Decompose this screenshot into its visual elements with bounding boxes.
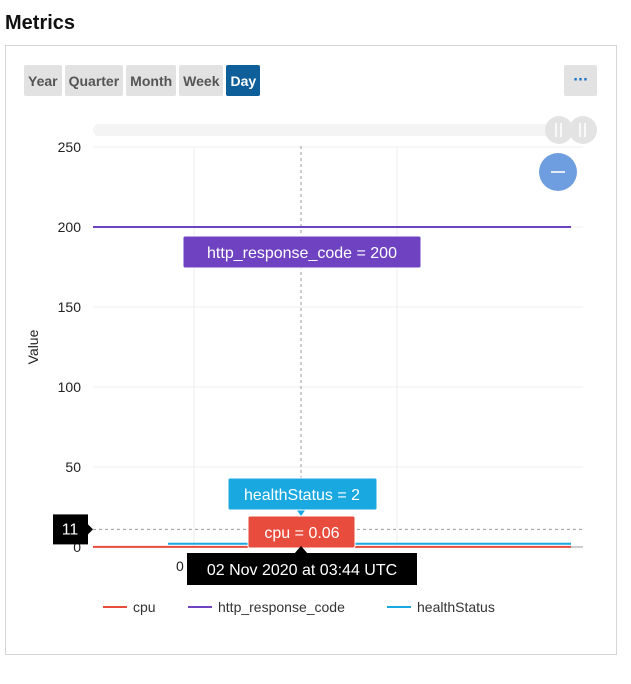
legend-label-cpu[interactable]: cpu <box>133 599 156 615</box>
crosshair-y-value: 11 <box>62 521 79 538</box>
navigator-right-handle[interactable] <box>569 116 597 144</box>
y-tick-label: 200 <box>58 219 82 235</box>
range-button-month[interactable]: Month <box>126 65 177 96</box>
y-tick-label: 150 <box>58 299 82 315</box>
x-tick-label: 0 <box>176 558 184 574</box>
tooltip-cpu-text: cpu = 0.06 <box>264 525 339 542</box>
tooltip-health-status-text: healthStatus = 2 <box>244 487 360 504</box>
time-range-selector: Year Quarter Month Week Day <box>24 65 261 96</box>
range-button-year[interactable]: Year <box>24 65 62 96</box>
tooltip-http-response-code: http_response_code = 200 <box>182 235 422 269</box>
y-tick-label: 250 <box>58 139 82 155</box>
crosshair-time-text: 02 Nov 2020 at 03:44 UTC <box>207 562 397 579</box>
crosshair-y-readout: 11 <box>53 514 93 545</box>
y-axis-label: Value <box>25 329 41 364</box>
tooltip-cpu: cpu = 0.06 <box>247 515 356 549</box>
tooltip-http-response-code-text: http_response_code = 200 <box>207 245 397 262</box>
range-button-day[interactable]: Day <box>226 65 261 96</box>
metrics-chart: 0 50 100 150 200 250 Value 11 0 http_response… <box>25 116 597 615</box>
chart-legend: cpu http_response_code healthStatus <box>103 599 495 615</box>
page-title: Metrics <box>5 12 76 34</box>
zoom-out-button[interactable] <box>539 153 577 191</box>
crosshair-time-label: 02 Nov 2020 at 03:44 UTC <box>187 546 417 585</box>
y-tick-label: 50 <box>65 459 81 475</box>
tooltip-health-status: healthStatus = 2 <box>227 477 378 516</box>
range-button-quarter[interactable]: Quarter <box>64 65 124 96</box>
range-button-week[interactable]: Week <box>179 65 224 96</box>
y-tick-label: 0 <box>73 539 81 555</box>
navigator-left-handle[interactable] <box>545 116 573 144</box>
range-navigator-track[interactable] <box>93 124 583 136</box>
legend-label-http_response_code[interactable]: http_response_code <box>218 599 345 615</box>
legend-label-healthStatus[interactable]: healthStatus <box>417 599 495 615</box>
metrics-panel: Year Quarter Month Week Day ··· 0 50 100 150 200… <box>5 45 617 655</box>
more-options-button[interactable]: ··· <box>564 65 597 96</box>
y-tick-label: 100 <box>58 379 82 395</box>
